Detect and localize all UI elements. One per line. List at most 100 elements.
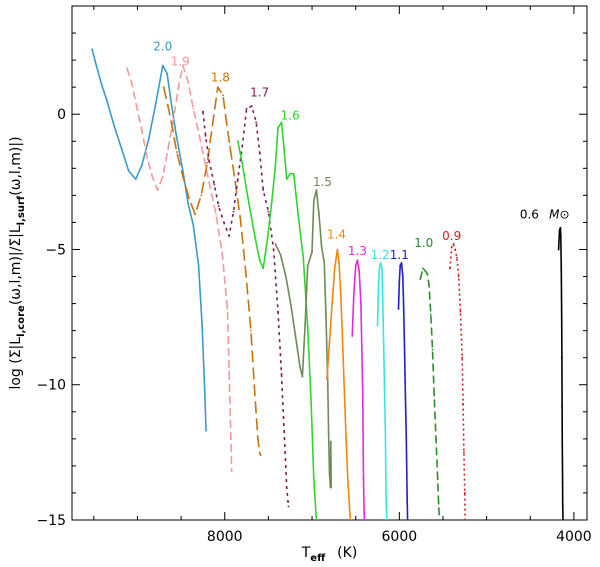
data-point [421, 267, 424, 270]
data-point [120, 148, 123, 151]
data-point [419, 278, 422, 281]
series-1-4 [325, 248, 352, 520]
data-point [297, 213, 299, 216]
series-line [376, 262, 388, 520]
data-point [213, 183, 216, 186]
data-point [339, 294, 342, 297]
data-point [283, 148, 286, 151]
mass-label-1-4: 1.4 [327, 228, 346, 242]
data-point [561, 446, 564, 448]
mass-unit-label: M⊙ [549, 207, 569, 221]
data-point [360, 302, 362, 305]
data-point [272, 248, 275, 251]
data-point [404, 394, 407, 397]
series-1-9 [126, 64, 233, 473]
mass-label-0-6: 0.6 [520, 207, 539, 221]
data-point [402, 308, 405, 310]
data-point [200, 194, 203, 197]
data-point [401, 275, 404, 278]
data-point [306, 264, 309, 267]
data-point [361, 391, 364, 394]
data-point [206, 162, 209, 164]
series-line [419, 267, 441, 520]
data-point [304, 324, 306, 327]
data-point [259, 454, 262, 456]
data-point [181, 175, 184, 178]
data-point [187, 202, 189, 205]
data-point [294, 335, 297, 337]
data-point [161, 175, 164, 178]
data-point [156, 189, 159, 191]
data-point [338, 262, 341, 264]
data-point [289, 172, 292, 175]
data-point [406, 500, 409, 502]
series-1-2 [376, 262, 388, 520]
data-point [315, 189, 318, 191]
data-point [358, 270, 361, 273]
data-point [328, 473, 331, 475]
series-line [397, 262, 409, 520]
data-point [245, 107, 248, 110]
data-point [405, 473, 408, 475]
data-point [310, 402, 313, 405]
data-point [456, 256, 458, 259]
data-point [270, 199, 273, 202]
data-point [343, 389, 346, 392]
data-point [356, 259, 359, 262]
data-point [140, 129, 143, 132]
data-point [560, 318, 563, 321]
data-point [254, 237, 257, 240]
data-point [135, 105, 138, 107]
data-point [188, 197, 190, 199]
data-point [557, 248, 560, 251]
data-point [403, 351, 406, 354]
data-point [226, 308, 229, 310]
mass-label-1-6: 1.6 [281, 109, 300, 123]
data-point [167, 105, 169, 107]
data-point [217, 205, 220, 208]
data-point [187, 80, 189, 83]
data-point [385, 519, 388, 520]
series-0-9 [449, 243, 467, 520]
data-point [283, 429, 286, 432]
plot-frame [71, 5, 588, 521]
series-line [91, 49, 207, 431]
data-point [229, 437, 232, 440]
series-line [449, 243, 466, 520]
data-point [559, 235, 562, 237]
data-point [336, 248, 339, 251]
data-point [197, 264, 200, 267]
data-point [429, 313, 432, 316]
data-point [228, 235, 231, 237]
data-point [435, 437, 437, 440]
data-point [561, 481, 564, 484]
data-point [464, 519, 467, 520]
data-point [211, 124, 214, 126]
data-point [250, 329, 252, 332]
data-point [380, 267, 383, 270]
data-point [454, 248, 457, 251]
mass-label-1-0: 1.0 [414, 236, 433, 250]
mass-label-1-9: 1.9 [171, 55, 190, 69]
data-point [329, 440, 332, 443]
data-point [169, 97, 172, 99]
data-point [146, 156, 148, 159]
series-0-6 [557, 226, 564, 520]
series-line [237, 121, 318, 520]
data-point [400, 262, 403, 264]
data-point [363, 505, 365, 508]
data-point [171, 126, 174, 129]
data-point [341, 340, 344, 343]
data-point [285, 178, 288, 181]
data-point [225, 121, 228, 124]
data-point [438, 519, 441, 520]
data-point [222, 221, 225, 224]
x-tick-label: 6000 [382, 529, 418, 545]
data-point [331, 302, 334, 305]
data-point [198, 134, 201, 137]
mass-label-1-3: 1.3 [348, 244, 367, 258]
data-point [426, 272, 429, 275]
data-point [318, 213, 320, 216]
data-point [287, 505, 290, 508]
